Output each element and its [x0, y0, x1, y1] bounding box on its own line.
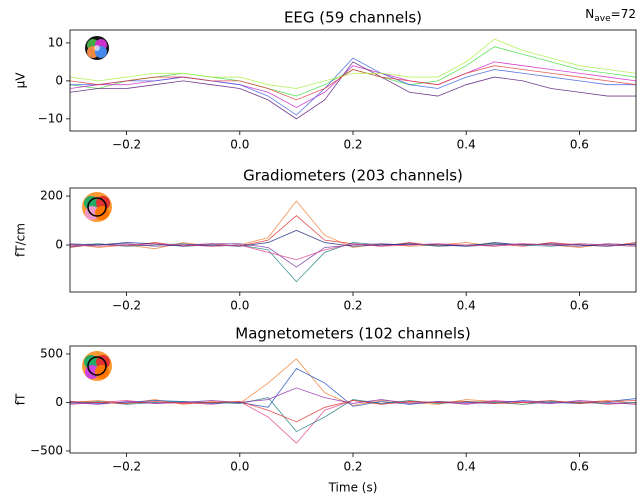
x-tick-label: 0.4 [457, 299, 476, 313]
annotation-suffix: =72 [611, 7, 636, 21]
traces [70, 38, 636, 120]
x-tick-label: −0.2 [112, 138, 141, 152]
eeg-head-icon [85, 36, 109, 60]
x-tick-label: 0.2 [343, 299, 362, 313]
x-tick-label: 0.4 [457, 460, 476, 474]
trace [70, 400, 636, 423]
sensor-icons [82, 36, 112, 381]
trace [70, 38, 636, 89]
traces [70, 358, 636, 444]
y-tick-label: 0 [55, 73, 63, 87]
trace [70, 367, 636, 408]
axes-title: EEG (59 channels) [284, 9, 422, 27]
y-tick-label: 0 [55, 395, 63, 409]
trace [70, 61, 636, 120]
x-tick-label: −0.2 [112, 460, 141, 474]
grad-head-icon [82, 192, 112, 222]
annotation-text: N [585, 7, 594, 21]
y-tick-label: 200 [40, 189, 63, 203]
trace [70, 57, 636, 116]
trace [70, 358, 636, 406]
x-tick-label: 0.4 [457, 138, 476, 152]
x-tick-label: 0.2 [343, 460, 362, 474]
axes-title: Magnetometers (102 channels) [235, 325, 470, 343]
x-tick-label: 0.0 [230, 299, 249, 313]
annotation-subscript: ave [594, 14, 611, 24]
x-tick-label: 0.6 [570, 299, 589, 313]
traces [70, 200, 636, 283]
trace [70, 400, 636, 444]
y-tick-label: −10 [38, 111, 63, 125]
y-tick-label: −500 [30, 443, 63, 457]
trace [70, 243, 636, 261]
y-axis-label: µV [14, 72, 28, 89]
y-tick-label: 0 [55, 238, 63, 252]
y-tick-label: 500 [40, 346, 63, 360]
mag-head-icon [82, 351, 112, 381]
y-axis-label: fT [14, 393, 28, 405]
x-axis-label: Time (s) [328, 481, 378, 495]
trace [70, 65, 636, 101]
trace [70, 229, 636, 247]
x-tick-label: −0.2 [112, 299, 141, 313]
x-tick-label: 0.0 [230, 138, 249, 152]
x-tick-label: 0.0 [230, 460, 249, 474]
annotation: Nave=72 [585, 7, 636, 24]
trace [70, 387, 636, 405]
x-tick-label: 0.6 [570, 460, 589, 474]
axes-title: Gradiometers (203 channels) [243, 167, 463, 185]
y-tick-label: 10 [48, 35, 63, 49]
trace [70, 200, 636, 250]
x-tick-label: 0.6 [570, 138, 589, 152]
y-axis-label: fT/cm [14, 223, 28, 257]
x-tick-label: 0.2 [343, 138, 362, 152]
axes-frame [69, 187, 637, 293]
